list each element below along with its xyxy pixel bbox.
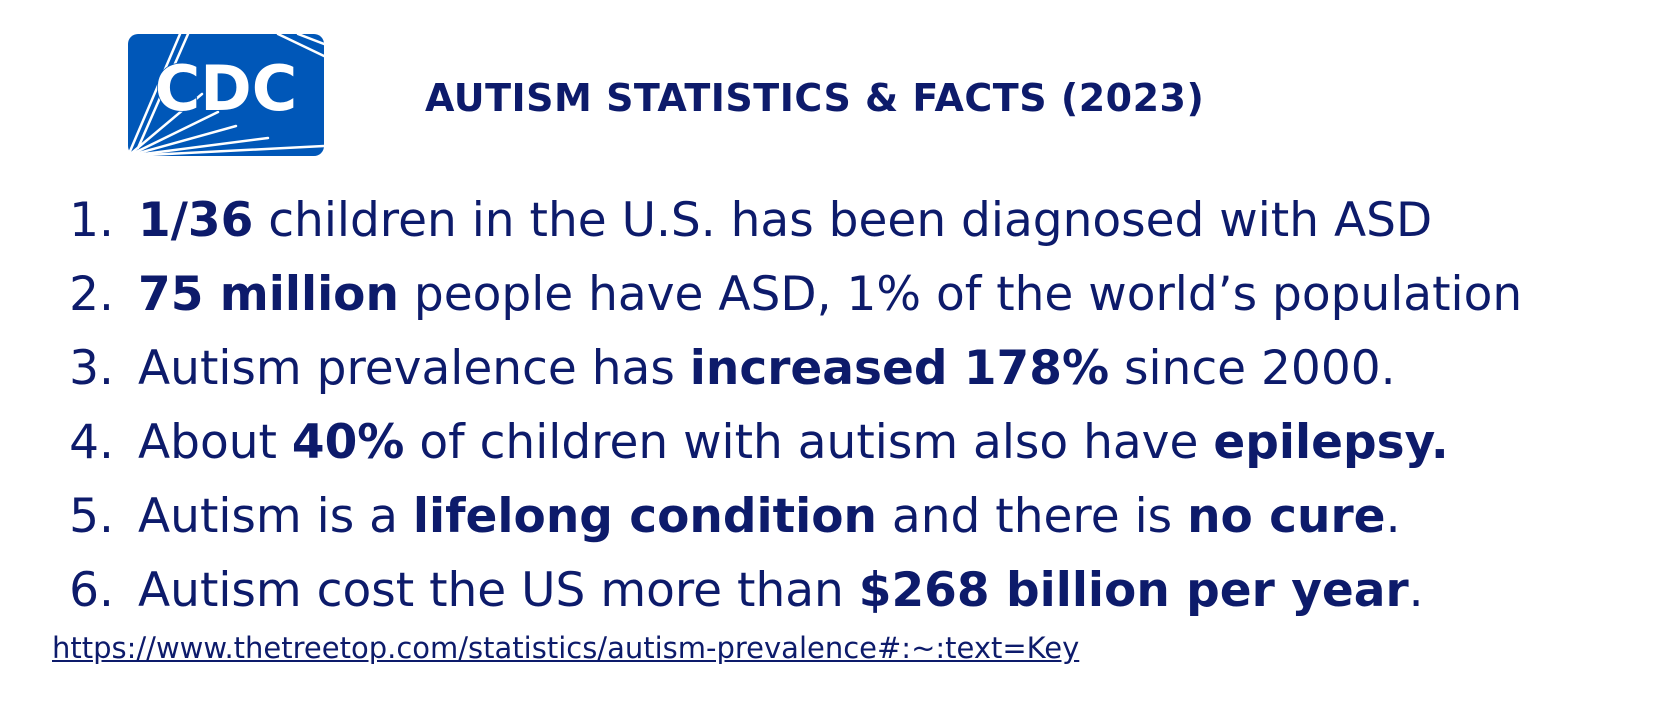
fact-text: About 40% of children with autism also h… [138, 406, 1449, 480]
fact-text: 75 million people have ASD, 1% of the wo… [138, 258, 1522, 332]
fact-segment: and there is [876, 489, 1188, 544]
source-link[interactable]: https://www.thetreetop.com/statistics/au… [52, 631, 1080, 665]
fact-highlight: 40% [291, 415, 405, 470]
fact-segment: Autism is a [138, 489, 413, 544]
fact-segment: children in the U.S. has been diagnosed … [253, 193, 1433, 248]
fact-number: 6. [69, 563, 114, 618]
cdc-logo-graphic: CDC [128, 34, 324, 156]
cdc-logo-text: CDC [155, 52, 297, 125]
fact-segment: . [1385, 489, 1401, 544]
cdc-logo: CDC [128, 34, 324, 156]
fact-number: 5. [69, 489, 114, 544]
fact-highlight: increased 178% [689, 341, 1110, 396]
fact-number: 1. [69, 193, 114, 248]
fact-text: Autism cost the US more than $268 billio… [138, 554, 1424, 628]
fact-item: 1. 1/36 children in the U.S. has been dia… [50, 184, 1522, 258]
fact-number: 3. [69, 341, 114, 396]
fact-highlight: 1/36 [138, 193, 254, 248]
fact-segment: . [1408, 563, 1424, 618]
fact-item: 3. Autism prevalence has increased 178% s… [50, 332, 1522, 406]
fact-segment: Autism prevalence has [138, 341, 690, 396]
fact-segment: Autism cost the US more than [138, 563, 859, 618]
fact-text: Autism is a lifelong condition and there… [138, 480, 1401, 554]
fact-highlight: $268 billion per year [858, 563, 1409, 618]
fact-highlight: no cure [1187, 489, 1386, 544]
fact-text: Autism prevalence has increased 178% sin… [138, 332, 1396, 406]
fact-highlight: 75 million [138, 267, 399, 322]
fact-highlight: lifelong condition [412, 489, 877, 544]
fact-segment: people have ASD, 1% of the world’s popul… [398, 267, 1523, 322]
facts-list: 1. 1/36 children in the U.S. has been dia… [50, 184, 1522, 628]
fact-item: 2. 75 million people have ASD, 1% of the … [50, 258, 1522, 332]
fact-segment: of children with autism also have [404, 415, 1214, 470]
fact-item: 4. About 40% of children with autism also… [50, 406, 1522, 480]
fact-number: 2. [69, 267, 114, 322]
fact-item: 6. Autism cost the US more than $268 bill… [50, 554, 1522, 628]
fact-number: 4. [69, 415, 114, 470]
page-title: AUTISM STATISTICS & FACTS (2023) [425, 76, 1205, 120]
fact-segment: About [138, 415, 292, 470]
fact-text: 1/36 children in the U.S. has been diagn… [138, 184, 1432, 258]
fact-item: 5. Autism is a lifelong condition and the… [50, 480, 1522, 554]
fact-segment: since 2000. [1109, 341, 1396, 396]
fact-highlight: epilepsy. [1213, 415, 1449, 470]
